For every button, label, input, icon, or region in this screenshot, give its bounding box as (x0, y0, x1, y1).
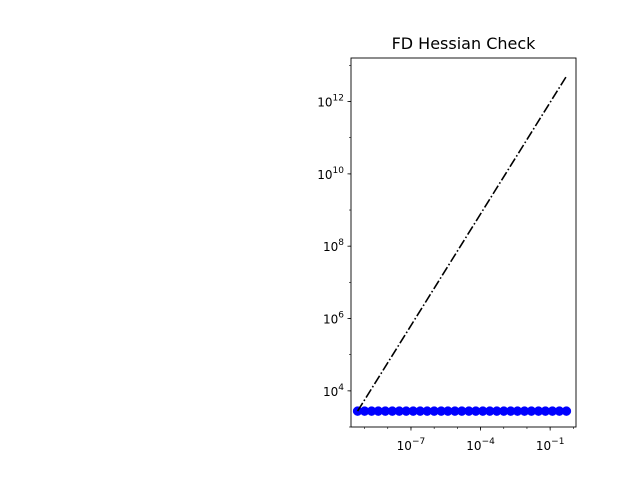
x-tick-label: 10−4 (466, 437, 495, 453)
y-tick-label: 108 (323, 238, 344, 254)
plot-frame (350, 57, 577, 428)
x-axis: 10−7 10−4 10−1 (364, 427, 574, 453)
y-tick-label: 1012 (317, 94, 344, 110)
y-tick-label: 1010 (317, 166, 344, 182)
y-axis: 104 106 108 1010 1012 (317, 65, 351, 428)
x-tick-label: 10−1 (536, 437, 565, 453)
reference-line (356, 75, 568, 412)
data-point (561, 406, 572, 416)
chart-title: FD Hessian Check (392, 34, 537, 53)
y-tick-label: 104 (323, 383, 344, 399)
x-tick-label: 10−7 (397, 437, 426, 453)
y-tick-label: 106 (323, 311, 344, 327)
series-layer (352, 75, 572, 416)
